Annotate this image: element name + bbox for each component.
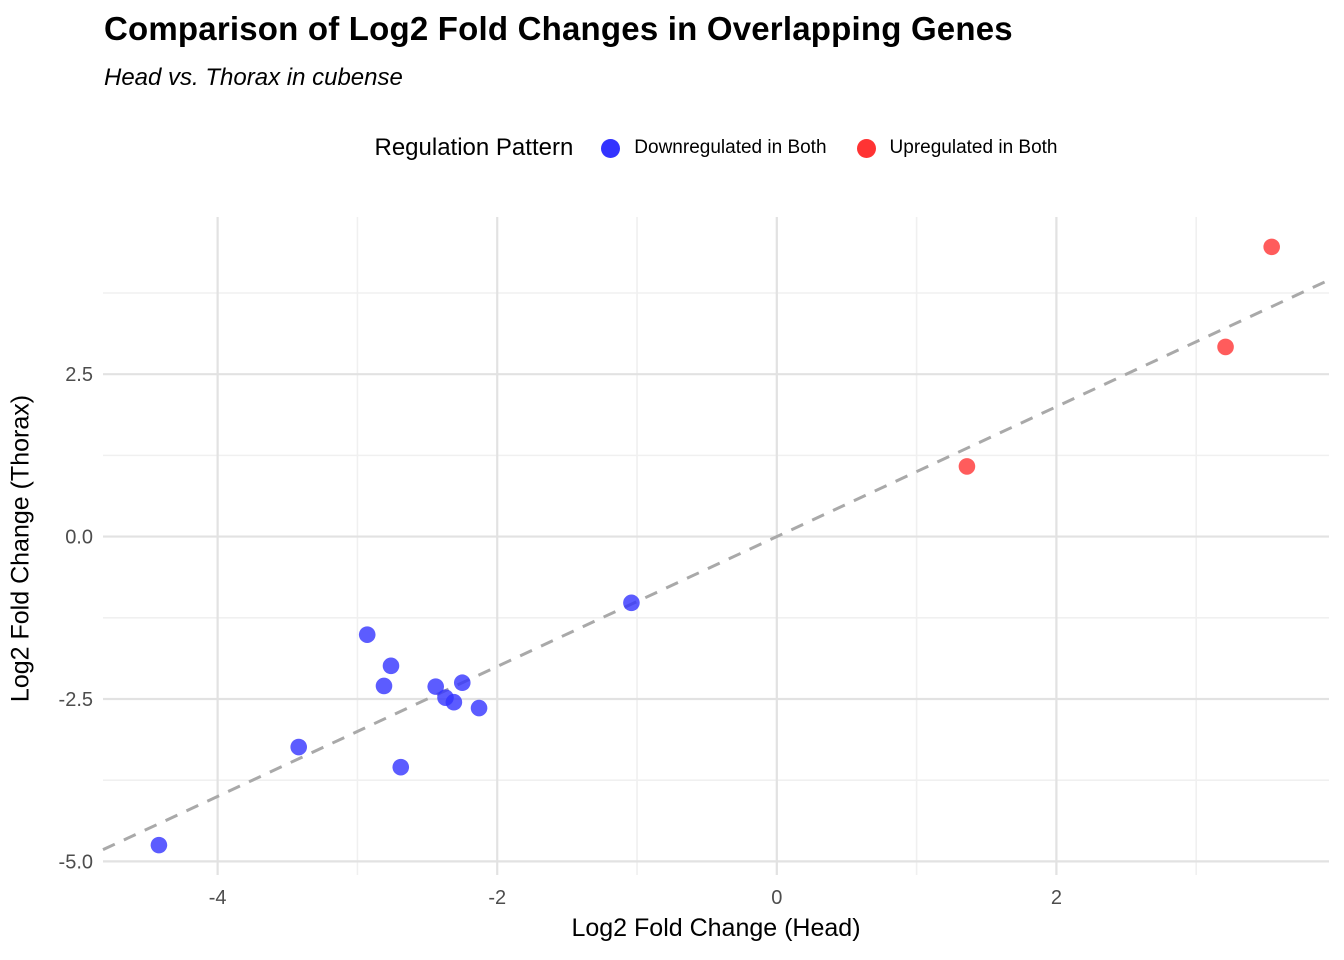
x-tick-label: 0 — [771, 887, 782, 909]
data-point — [150, 836, 168, 854]
data-point — [375, 677, 393, 695]
data-point — [392, 758, 410, 776]
x-tick-label: -2 — [488, 887, 506, 909]
y-tick-label: -2.5 — [59, 689, 93, 711]
x-axis-title: Log2 Fold Change (Head) — [571, 914, 861, 942]
data-point — [358, 626, 376, 643]
legend-item-upregulated: Upregulated in Both — [856, 137, 1058, 159]
data-point — [445, 693, 463, 711]
data-point — [453, 674, 471, 692]
legend: Regulation Pattern Downregulated in Both… — [103, 134, 1329, 162]
y-axis-title: Log2 Fold Change (Thorax) — [6, 394, 35, 703]
data-point — [427, 678, 445, 695]
legend-item-downregulated: Downregulated in Both — [601, 137, 827, 159]
y-tick-label: -5.0 — [59, 851, 93, 873]
y-tick-label: 0.0 — [65, 527, 93, 549]
x-tick-label: 2 — [1051, 887, 1062, 909]
identity-line — [102, 278, 1330, 852]
data-point — [623, 594, 640, 612]
data-point — [1217, 338, 1234, 356]
y-tick-label: 2.5 — [65, 364, 93, 386]
x-tick-label: -4 — [209, 887, 227, 909]
chart-subtitle: Head vs. Thorax in cubense — [104, 64, 403, 91]
legend-dot-blue-icon — [601, 138, 621, 158]
chart-title: Comparison of Log2 Fold Changes in Overl… — [104, 10, 1013, 47]
data-point — [290, 738, 308, 756]
data-point — [1263, 238, 1280, 256]
data-point — [470, 699, 488, 717]
legend-label: Upregulated in Both — [889, 137, 1058, 158]
data-point — [382, 657, 400, 675]
legend-label: Downregulated in Both — [634, 137, 827, 158]
legend-title: Regulation Pattern — [374, 134, 574, 161]
legend-dot-red-icon — [856, 138, 876, 158]
data-point — [958, 458, 976, 475]
